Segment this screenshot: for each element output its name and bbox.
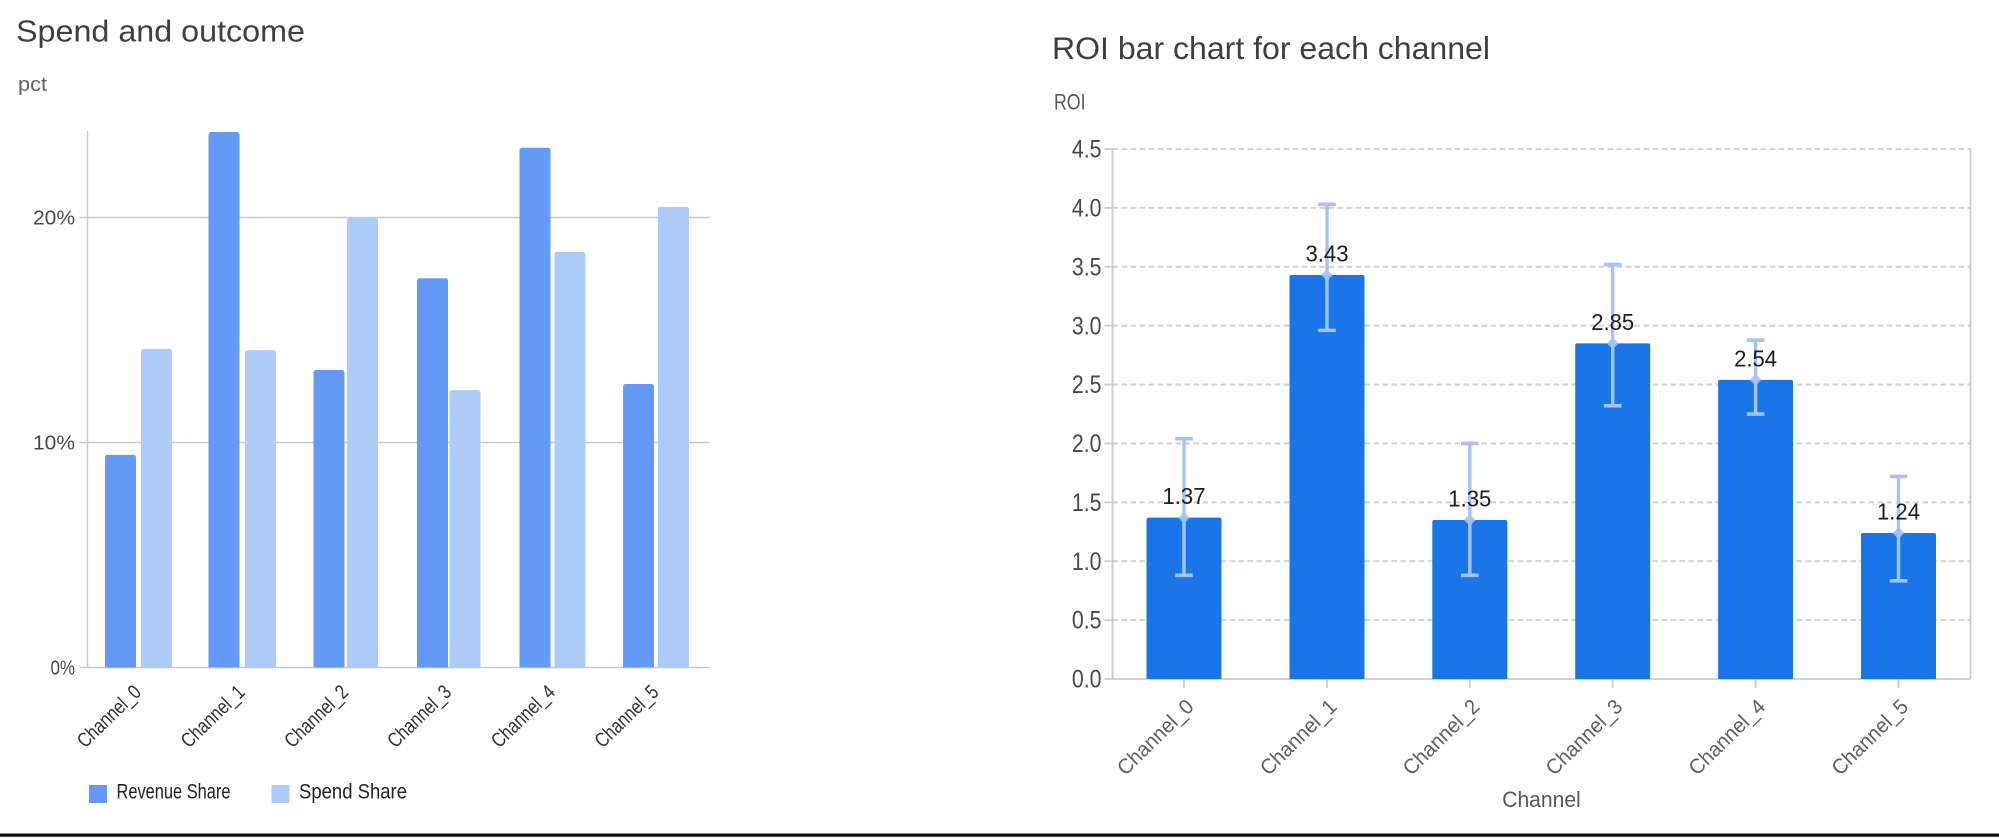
svg-text:4.5: 4.5 (1072, 136, 1102, 164)
svg-text:0%: 0% (51, 657, 76, 680)
svg-text:10%: 10% (33, 432, 75, 455)
svg-text:3.5: 3.5 (1072, 253, 1102, 281)
svg-text:Spend and outcome: Spend and outcome (16, 14, 305, 49)
svg-text:1.24: 1.24 (1877, 498, 1920, 524)
svg-text:0.0: 0.0 (1072, 666, 1102, 694)
svg-text:1.0: 1.0 (1072, 548, 1102, 576)
svg-text:1.35: 1.35 (1448, 485, 1491, 511)
svg-text:2.5: 2.5 (1072, 371, 1102, 399)
svg-text:1.5: 1.5 (1072, 489, 1102, 517)
svg-text:2.54: 2.54 (1734, 345, 1777, 371)
svg-text:3.43: 3.43 (1306, 241, 1349, 267)
svg-text:2.85: 2.85 (1591, 309, 1634, 335)
svg-text:pct: pct (18, 74, 47, 96)
svg-text:2.0: 2.0 (1072, 430, 1102, 458)
svg-text:Channel: Channel (1502, 787, 1581, 812)
svg-text:ROI: ROI (1054, 90, 1086, 115)
svg-text:1.37: 1.37 (1163, 483, 1206, 509)
svg-text:0.5: 0.5 (1072, 607, 1102, 635)
svg-text:ROI bar chart for each channel: ROI bar chart for each channel (1052, 30, 1490, 66)
svg-text:Revenue Share: Revenue Share (117, 781, 231, 804)
svg-text:20%: 20% (33, 207, 75, 230)
svg-text:3.0: 3.0 (1072, 312, 1102, 340)
svg-text:4.0: 4.0 (1072, 194, 1102, 222)
svg-text:Spend Share: Spend Share (299, 781, 407, 804)
